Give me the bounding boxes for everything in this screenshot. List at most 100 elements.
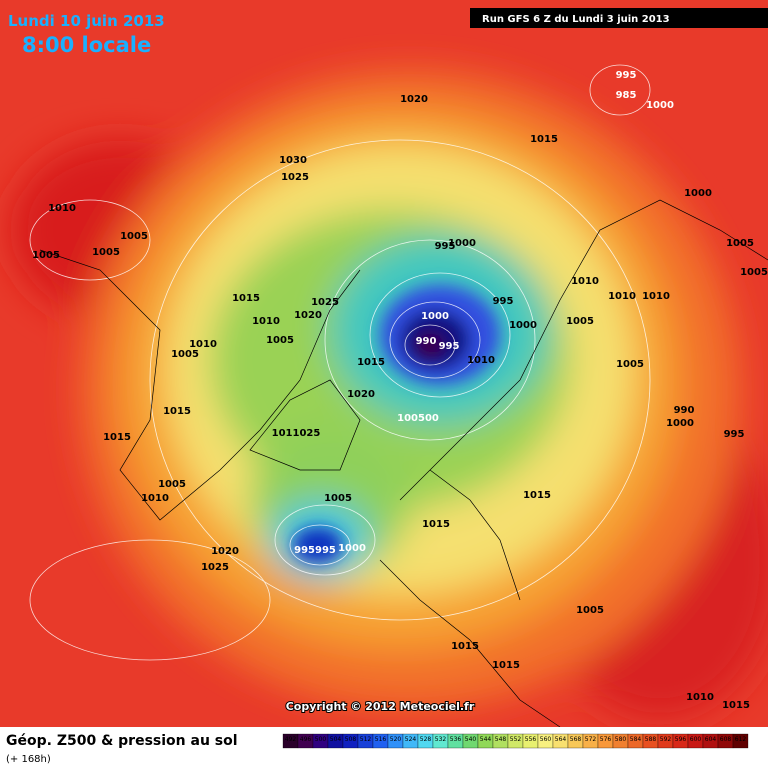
pressure-label: 1010: [467, 355, 495, 366]
pressure-label: 1015: [492, 660, 520, 671]
legend-level: 612: [735, 736, 747, 743]
isobars: [29, 64, 651, 661]
pressure-label: 1010: [141, 493, 169, 504]
legend-level: 548: [495, 736, 507, 743]
pressure-label: 1010: [642, 291, 670, 302]
pressure-label: 1000: [338, 543, 366, 554]
pressure-label: 1000: [421, 311, 449, 322]
pressure-label: 1015: [523, 490, 551, 501]
pressure-label: 1015: [163, 406, 191, 417]
pressure-label: 1010: [48, 203, 76, 214]
footer-title: Géop. Z500 & pression au sol: [6, 733, 238, 749]
pressure-label: 1005: [566, 316, 594, 327]
pressure-label: 1010: [608, 291, 636, 302]
pressure-label: 1010: [571, 276, 599, 287]
pressure-label: 995: [724, 429, 745, 440]
pressure-label: 1011025: [272, 428, 321, 439]
pressure-label: 995995: [294, 545, 336, 556]
run: Run GFS 6 Z du Lundi 3 juin 2013: [482, 14, 670, 25]
pressure-label: 1005: [32, 250, 60, 261]
pressure-label: 1005: [92, 247, 120, 258]
legend-level: 520: [390, 736, 402, 743]
legend-level: 580: [615, 736, 627, 743]
pressure-label: 1000: [666, 418, 694, 429]
legend-level: 592: [660, 736, 672, 743]
legend-level: 608: [720, 736, 732, 743]
pressure-label: 990: [674, 405, 695, 416]
pressure-label: 1015: [451, 641, 479, 652]
pressure-label: 1000: [509, 320, 537, 331]
legend-level: 556: [525, 736, 537, 743]
legend-level: 540: [465, 736, 477, 743]
pressure-label: 1025: [311, 297, 339, 308]
legend-level: 564: [555, 736, 567, 743]
legend-level: 588: [645, 736, 657, 743]
pressure-label: 1015: [357, 357, 385, 368]
legend-level: 544: [480, 736, 492, 743]
pressure-label: 1005: [171, 349, 199, 360]
legend-level: 492: [285, 736, 297, 743]
pressure-label: 1005: [266, 335, 294, 346]
pressure-label: 1005: [726, 238, 754, 249]
pressure-label: 1020: [400, 94, 428, 105]
pressure-label: 1005: [576, 605, 604, 616]
pressure-label: 1005: [616, 359, 644, 370]
legend-level: 528: [420, 736, 432, 743]
pressure-label: 1005: [120, 231, 148, 242]
legend-level: 552: [510, 736, 522, 743]
legend-level: 512: [360, 736, 372, 743]
pressure-label: 990: [416, 336, 437, 347]
legend-level: 604: [705, 736, 717, 743]
pressure-label: 995: [493, 296, 514, 307]
legend-level: 536: [450, 736, 462, 743]
pressure-label: 100500: [397, 413, 439, 424]
pressure-label: 1010: [686, 692, 714, 703]
pressure-label: 1030: [279, 155, 307, 166]
pressure-label: 1015: [232, 293, 260, 304]
pressure-label: 1000: [684, 188, 712, 199]
pressure-label: 1000: [646, 100, 674, 111]
footer-lead: (+ 168h): [6, 754, 51, 765]
pressure-label: 1015: [422, 519, 450, 530]
pressure-label: 1020: [294, 310, 322, 321]
pressure-label: 1005: [324, 493, 352, 504]
legend-level: 560: [540, 736, 552, 743]
pressure-label: 1010: [189, 339, 217, 350]
pressure-label: 1015: [103, 432, 131, 443]
legend-level: 504: [330, 736, 342, 743]
run-box: [470, 8, 768, 28]
copyright: Copyright © 2012 Meteociel.fr: [286, 700, 475, 713]
pressure-label: 1010: [252, 316, 280, 327]
legend-level: 516: [375, 736, 387, 743]
legend-level: 496: [300, 736, 312, 743]
legend-level: 532: [435, 736, 447, 743]
pressure-label: 1020: [347, 389, 375, 400]
date: Lundi 10 juin 2013: [8, 12, 165, 30]
pressure-label: 1015: [722, 700, 750, 711]
legend-level: 584: [630, 736, 642, 743]
legend-level: 524: [405, 736, 417, 743]
pressure-label: 995: [616, 70, 637, 81]
legend-level: 568: [570, 736, 582, 743]
legend-swatch: [732, 733, 749, 749]
time: 8:00 locale: [22, 33, 151, 57]
legend-level: 596: [675, 736, 687, 743]
legend-level: 500: [315, 736, 327, 743]
legend-level: 600: [690, 736, 702, 743]
legend-level: 508: [345, 736, 357, 743]
pressure-label: 1005: [158, 479, 186, 490]
coastlines: [39, 199, 768, 728]
pressure-label: 1005: [740, 267, 768, 278]
pressure-label: 995: [435, 241, 456, 252]
pressure-label: 1020: [211, 546, 239, 557]
pressure-label: 995: [439, 341, 460, 352]
pressure-label: 1000: [448, 238, 476, 249]
low-centers: [293, 285, 500, 563]
legend-level: 572: [585, 736, 597, 743]
pressure-label: 985: [616, 90, 637, 101]
pressure-label: 1025: [281, 172, 309, 183]
pressure-label: 1025: [201, 562, 229, 573]
legend-level: 576: [600, 736, 612, 743]
